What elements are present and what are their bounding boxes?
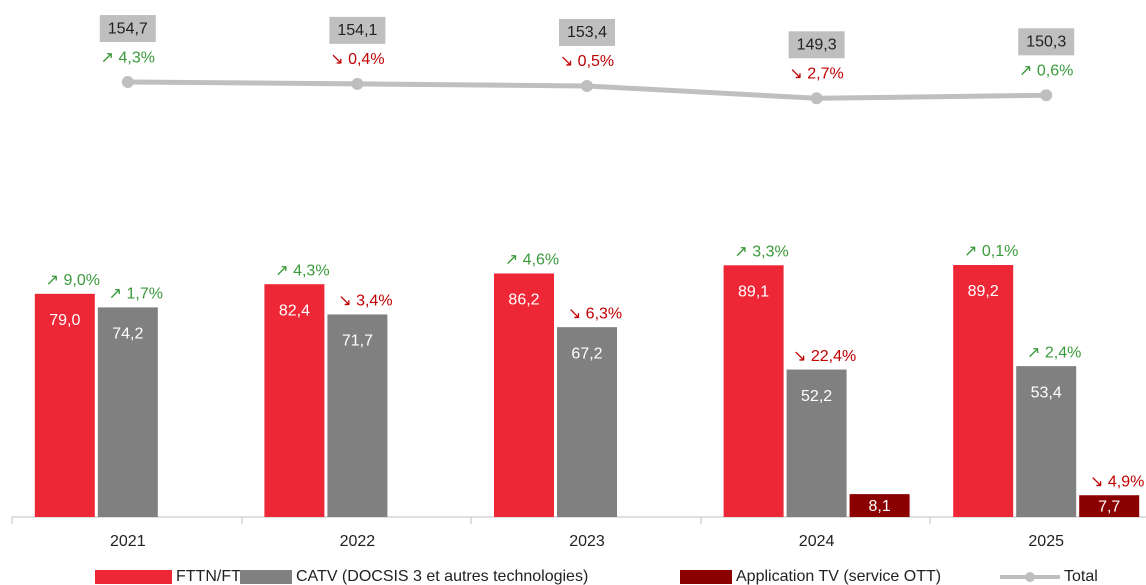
change-label: ↘ 4,9% xyxy=(1090,473,1144,490)
bar xyxy=(494,273,554,517)
legend-swatch xyxy=(95,570,172,584)
bar xyxy=(557,327,617,517)
change-label: ↗ 4,3% xyxy=(101,49,155,66)
bar xyxy=(97,307,158,517)
bar xyxy=(1079,495,1140,517)
change-label: ↗ 1,7% xyxy=(109,286,163,303)
bar-value-label: 79,0 xyxy=(49,312,80,329)
total-label: 154,7 xyxy=(108,20,148,37)
change-label: ↗ 4,3% xyxy=(275,262,329,279)
change-label: ↗ 9,0% xyxy=(46,272,100,289)
total-point xyxy=(121,76,134,89)
bar-value-label: 52,2 xyxy=(801,388,832,405)
total-point xyxy=(581,79,593,92)
bar xyxy=(786,369,847,517)
change-label: ↘ 0,5% xyxy=(560,53,614,70)
x-tick-label: 2023 xyxy=(569,533,605,550)
bar xyxy=(723,265,784,517)
legend-label: Application TV (service OTT) xyxy=(736,568,941,585)
legend-label: Total xyxy=(1064,568,1098,585)
x-axis-ticks xyxy=(11,517,931,524)
legend-marker xyxy=(1025,572,1035,582)
change-label: ↘ 6,3% xyxy=(568,305,622,322)
bar xyxy=(849,494,910,517)
bar xyxy=(1016,366,1077,517)
total-point xyxy=(810,92,823,105)
x-tick-label: 2025 xyxy=(1028,533,1064,550)
bar-value-label: 86,2 xyxy=(508,292,539,309)
total-point xyxy=(1040,89,1053,102)
bar-value-label: 53,4 xyxy=(1031,384,1062,401)
total-label: 154,1 xyxy=(337,22,377,39)
bar xyxy=(327,314,388,517)
change-label: ↗ 3,3% xyxy=(734,244,788,261)
bar-value-label: 8,1 xyxy=(868,498,890,515)
x-tick-label: 2024 xyxy=(799,533,835,550)
bar-value-label: 82,4 xyxy=(279,302,310,319)
change-label: ↗ 2,4% xyxy=(1027,344,1081,361)
change-label: ↗ 0,1% xyxy=(964,243,1018,260)
bar-value-label: 7,7 xyxy=(1098,498,1120,515)
x-tick-label: 2021 xyxy=(110,533,146,550)
total-label: 149,3 xyxy=(797,37,837,54)
total-label-box xyxy=(559,18,615,46)
change-label: ↘ 2,7% xyxy=(789,66,843,83)
bar-value-label: 74,2 xyxy=(112,326,143,343)
bar-value-label: 71,7 xyxy=(342,333,373,350)
total-point xyxy=(351,77,364,90)
bar-value-label: 89,1 xyxy=(738,284,769,301)
change-label: ↘ 3,4% xyxy=(338,293,392,310)
bar-value-label: 67,2 xyxy=(571,345,602,362)
bar xyxy=(34,293,95,517)
total-label: 150,3 xyxy=(1026,34,1066,51)
total-label-box xyxy=(99,15,156,43)
x-tick-label: 2022 xyxy=(340,533,376,550)
bar xyxy=(264,284,325,517)
legend-swatch xyxy=(680,570,732,584)
change-label: ↗ 0,6% xyxy=(1019,63,1073,80)
total-label-box xyxy=(329,16,386,44)
change-label: ↗ 4,6% xyxy=(505,252,559,269)
legend-label: CATV (DOCSIS 3 et autres technologies) xyxy=(296,568,588,585)
change-label: ↘ 0,4% xyxy=(330,51,384,68)
total-label: 153,4 xyxy=(567,24,607,41)
legend-swatch xyxy=(240,570,292,584)
total-label-box xyxy=(1018,28,1075,56)
bar-value-label: 89,2 xyxy=(968,283,999,300)
total-label-box xyxy=(788,31,845,59)
bar xyxy=(953,265,1014,517)
change-label: ↘ 22,4% xyxy=(793,348,856,365)
